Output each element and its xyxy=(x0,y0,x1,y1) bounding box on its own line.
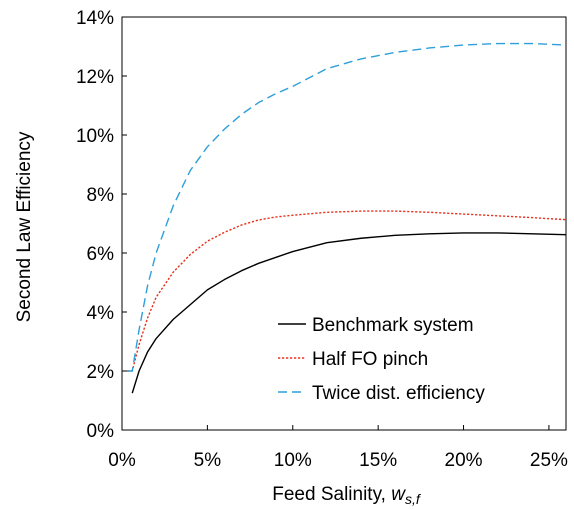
plot-border xyxy=(121,16,567,431)
x-tick-label: 25% xyxy=(530,450,568,471)
y-tick-label: 12% xyxy=(76,67,114,88)
x-tick-label: 15% xyxy=(359,450,397,471)
y-tick-label: 2% xyxy=(87,362,115,383)
y-axis-label: Second Law Efficiency xyxy=(14,131,35,322)
y-tick-label: 0% xyxy=(87,421,115,442)
legend-label-1: Benchmark system xyxy=(312,315,474,336)
x-axis: 0% 5% 10% 15% 20% 25% xyxy=(108,425,568,471)
y-tick-label: 6% xyxy=(87,244,115,265)
x-tick-label: 0% xyxy=(108,450,136,471)
series-line-3 xyxy=(127,42,567,372)
y-tick-label: 8% xyxy=(87,185,115,206)
series-line-1 xyxy=(131,232,567,394)
y-tick-label: 14% xyxy=(76,8,114,29)
legend: Benchmark system Half FO pinch Twice dist.… xyxy=(278,315,485,404)
y-tick-label: 10% xyxy=(76,126,114,147)
legend-label-2: Half FO pinch xyxy=(312,349,428,370)
series-layer xyxy=(127,42,567,394)
y-axis: 0% 2% 4% 6% 8% 10% 12% 14% xyxy=(76,8,127,442)
x-axis-label: Feed Salinity, ws,f xyxy=(272,484,422,507)
legend-label-3: Twice dist. efficiency xyxy=(312,383,485,404)
plot-area xyxy=(121,16,567,431)
y-tick-label: 4% xyxy=(87,303,115,324)
x-tick-label: 5% xyxy=(194,450,222,471)
x-tick-label: 10% xyxy=(274,450,312,471)
series-line-2 xyxy=(127,210,567,372)
x-tick-label: 20% xyxy=(445,450,483,471)
